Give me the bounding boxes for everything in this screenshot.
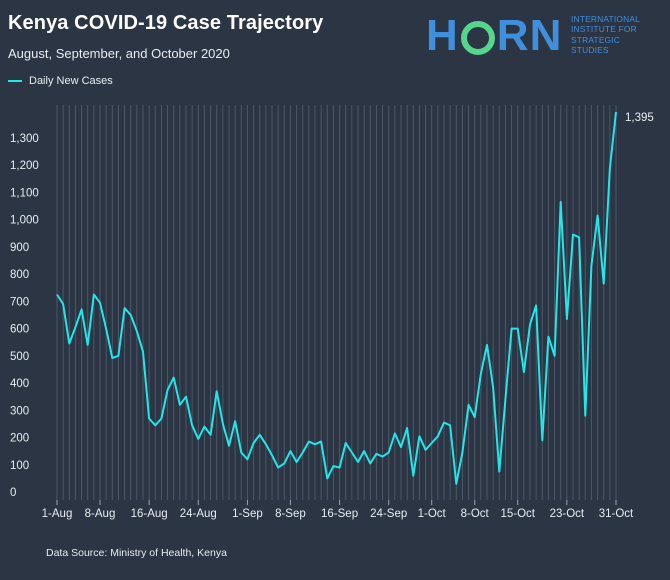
chart-subtitle: August, September, and October 2020	[8, 46, 230, 61]
y-tick-label: 200	[10, 433, 29, 445]
logo-letter: O	[460, 21, 495, 55]
logo-letter: R	[496, 11, 530, 60]
x-tick-label: 8-Oct	[461, 508, 490, 520]
logo-letter: H	[426, 11, 459, 60]
legend: Daily New Cases	[8, 75, 113, 87]
y-tick-label: 700	[10, 296, 29, 308]
end-value-label: 1,395	[625, 112, 654, 124]
logo-subtext: INTERNATIONAL INSTITUTE FOR STRATEGIC ST…	[571, 14, 640, 56]
logo-wordmark: HORN	[426, 10, 562, 62]
x-tick-label: 8-Aug	[85, 508, 116, 520]
y-tick-label: 1,100	[10, 187, 39, 199]
chart-title: Kenya COVID-19 Case Trajectory	[8, 12, 324, 34]
x-tick-label: 16-Sep	[321, 508, 358, 520]
x-tick-label: 15-Oct	[500, 508, 535, 520]
y-tick-label: 1,000	[10, 215, 39, 227]
y-tick-label: 900	[10, 242, 29, 254]
x-tick-label: 8-Sep	[275, 508, 306, 520]
x-tick-label: 1-Sep	[232, 508, 263, 520]
y-tick-label: 1,200	[10, 160, 39, 172]
y-tick-label: 400	[10, 378, 29, 390]
y-tick-label: 100	[10, 460, 29, 472]
data-source-note: Data Source: Ministry of Health, Kenya	[46, 547, 227, 559]
logo-letter: N	[529, 11, 563, 60]
x-tick-label: 24-Sep	[370, 508, 407, 520]
y-tick-label: 500	[10, 351, 29, 363]
x-tick-label: 1-Oct	[418, 508, 447, 520]
x-tick-label: 24-Aug	[180, 508, 217, 520]
y-tick-label: 1,300	[10, 133, 39, 145]
x-tick-label: 23-Oct	[550, 508, 585, 520]
y-tick-label: 300	[10, 405, 29, 417]
x-tick-label: 16-Aug	[131, 508, 168, 520]
y-tick-label: 0	[10, 487, 16, 499]
x-tick-label: 31-Oct	[599, 508, 634, 520]
series-line-daily-new-cases	[56, 111, 617, 485]
y-tick-label: 600	[10, 324, 29, 336]
legend-label: Daily New Cases	[29, 75, 113, 87]
y-tick-label: 800	[10, 269, 29, 281]
legend-swatch	[8, 80, 22, 82]
x-tick-label: 1-Aug	[42, 508, 73, 520]
horn-logo: HORN INTERNATIONAL INSTITUTE FOR STRATEG…	[426, 11, 666, 60]
